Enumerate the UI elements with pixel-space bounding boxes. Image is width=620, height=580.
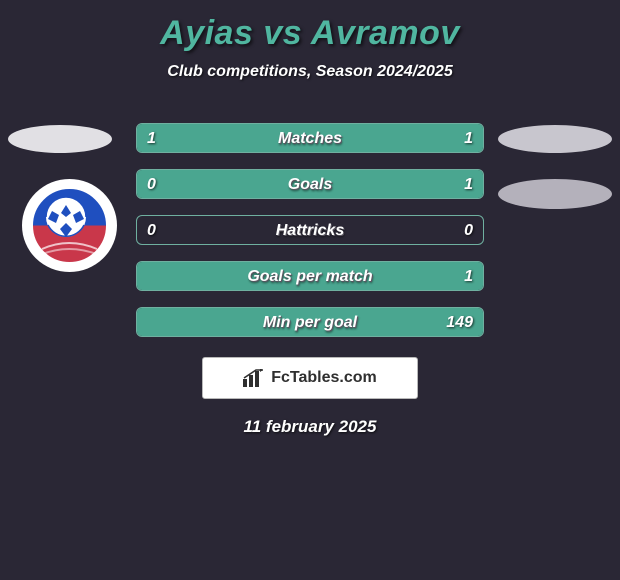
page-title: Ayias vs Avramov: [0, 8, 620, 63]
stat-label: Hattricks: [137, 216, 483, 244]
club-crest-icon: [22, 179, 117, 272]
comparison-card: Ayias vs Avramov Club competitions, Seas…: [0, 0, 620, 437]
stat-bar-min-per-goal: Min per goal 149: [136, 307, 484, 337]
stat-right-value: 0: [464, 216, 473, 244]
stat-bar-hattricks: 0 Hattricks 0: [136, 215, 484, 245]
bar-fill-right: [137, 308, 483, 336]
branding-text: FcTables.com: [271, 369, 377, 387]
bar-fill-right: [199, 170, 483, 198]
player-right-shadow-2: [498, 179, 612, 209]
stat-left-value: 0: [147, 170, 156, 198]
stat-right-value: 1: [464, 262, 473, 290]
stat-bar-matches: 1 Matches 1: [136, 123, 484, 153]
stat-right-value: 1: [464, 170, 473, 198]
page-subtitle: Club competitions, Season 2024/2025: [0, 63, 620, 107]
branding-box[interactable]: FcTables.com: [202, 357, 418, 399]
stat-left-value: 0: [147, 216, 156, 244]
stat-bar-goals-per-match: Goals per match 1: [136, 261, 484, 291]
bar-fill-right: [137, 262, 483, 290]
bar-chart-icon: [243, 369, 265, 387]
stat-right-value: 1: [464, 124, 473, 152]
bar-fill-right: [310, 124, 483, 152]
stat-left-value: 1: [147, 124, 156, 152]
stats-stage: 1 Matches 1 0 Goals 1 0 Hattricks 0: [0, 107, 620, 437]
stat-right-value: 149: [446, 308, 473, 336]
stat-bars: 1 Matches 1 0 Goals 1 0 Hattricks 0: [136, 107, 484, 337]
snapshot-date: 11 february 2025: [0, 399, 620, 437]
player-left-shadow: [8, 125, 112, 153]
bar-fill-left: [137, 124, 310, 152]
player-right-shadow-1: [498, 125, 612, 153]
club-badge-left: [22, 179, 117, 272]
stat-bar-goals: 0 Goals 1: [136, 169, 484, 199]
